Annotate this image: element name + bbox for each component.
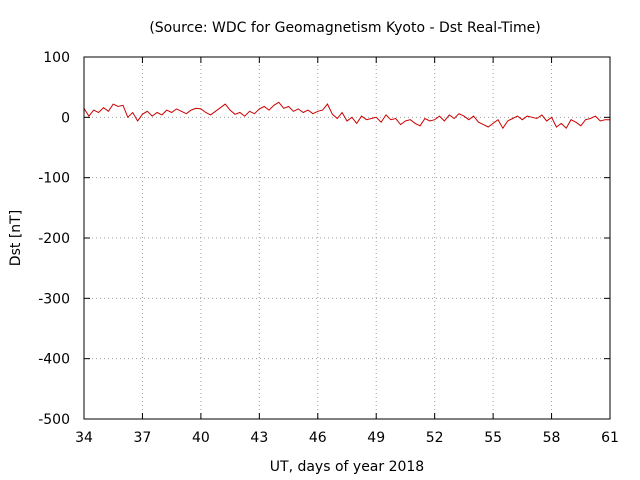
x-axis: 34 37 40 43 46 49 52 55 58 61 xyxy=(75,57,619,446)
x-tick-label: 37 xyxy=(134,430,152,446)
grid-lines xyxy=(84,57,610,419)
x-tick-label: 52 xyxy=(426,430,444,446)
x-tick-label: 61 xyxy=(601,430,619,446)
y-axis-label: Dst [nT] xyxy=(8,210,24,266)
y-tick-label: -400 xyxy=(38,352,70,368)
x-tick-label: 34 xyxy=(75,430,93,446)
x-tick-label: 49 xyxy=(367,430,385,446)
x-axis-label: UT, days of year 2018 xyxy=(270,459,424,475)
y-axis: 100 0 -100 -200 -300 -400 -500 xyxy=(38,50,610,428)
series-group xyxy=(83,101,610,130)
x-tick-label: 40 xyxy=(192,430,210,446)
plot-frame xyxy=(83,56,611,420)
y-tick-label: -200 xyxy=(38,231,70,247)
y-tick-label: 0 xyxy=(61,110,70,126)
x-tick-label: 43 xyxy=(250,430,268,446)
y-tick-label: -100 xyxy=(38,171,70,187)
x-tick-label: 46 xyxy=(309,430,327,446)
y-tick-label: -500 xyxy=(38,412,70,428)
y-tick-label: 100 xyxy=(43,50,70,66)
x-tick-label: 58 xyxy=(543,430,561,446)
y-tick-label: -300 xyxy=(38,291,70,307)
chart-title: (Source: WDC for Geomagnetism Kyoto - Ds… xyxy=(149,20,540,36)
dst-series-line xyxy=(83,101,610,130)
x-tick-label: 55 xyxy=(484,430,502,446)
